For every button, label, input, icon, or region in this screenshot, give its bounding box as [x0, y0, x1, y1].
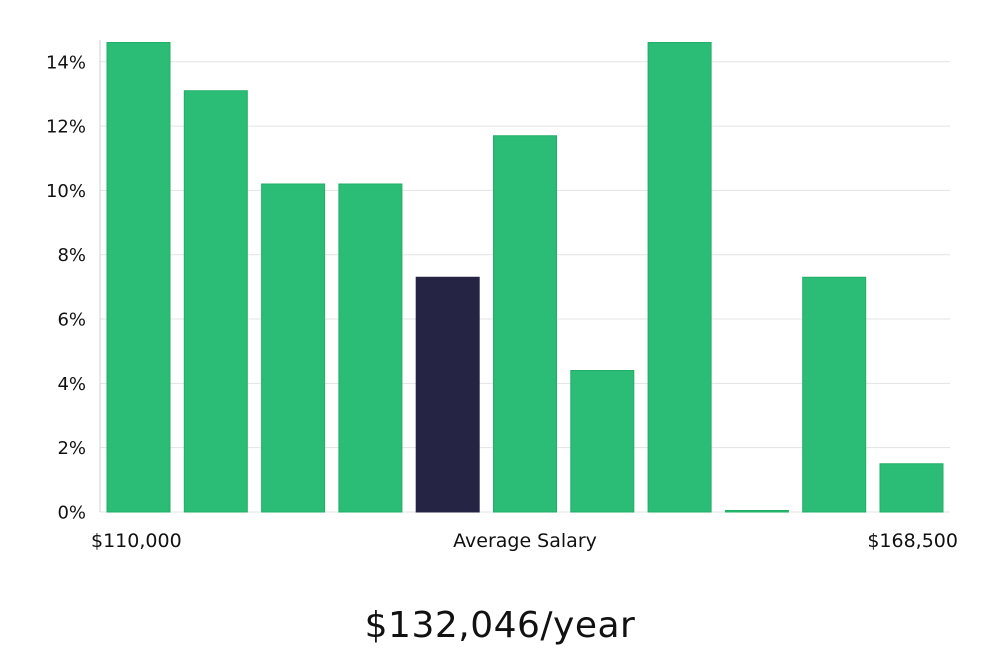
y-tick-label: 8% [57, 245, 86, 266]
bar-1 [106, 42, 171, 513]
average-salary-value: $132,046/year [364, 605, 636, 646]
y-tick-label: 6% [57, 310, 86, 331]
bar-9 [724, 510, 789, 513]
bar-3 [261, 183, 326, 513]
bar-6 [493, 135, 557, 513]
bar-2 [183, 90, 248, 513]
bar-11 [879, 463, 944, 513]
y-tick-label: 2% [57, 438, 86, 459]
salary-histogram: 0% 2% 4% 6% 8% 10% 12% 14% $110,000 Average Sal… [46, 40, 958, 552]
bar-10 [802, 276, 867, 513]
x-min-label: $110,000 [91, 530, 182, 552]
bars [106, 42, 944, 513]
bar-7 [570, 370, 635, 513]
bar-highlighted-average [415, 276, 480, 513]
x-max-label: $168,500 [867, 530, 958, 552]
y-tick-label: 12% [46, 117, 86, 138]
y-tick-label: 14% [46, 52, 86, 73]
bar-8 [647, 42, 712, 513]
bar-4 [338, 183, 403, 513]
y-axis-ticks: 0% 2% 4% 6% 8% 10% 12% 14% [46, 52, 86, 523]
y-tick-label: 10% [46, 181, 86, 202]
y-tick-label: 4% [57, 374, 86, 395]
y-tick-label: 0% [57, 503, 86, 524]
x-axis-title: Average Salary [453, 530, 597, 552]
